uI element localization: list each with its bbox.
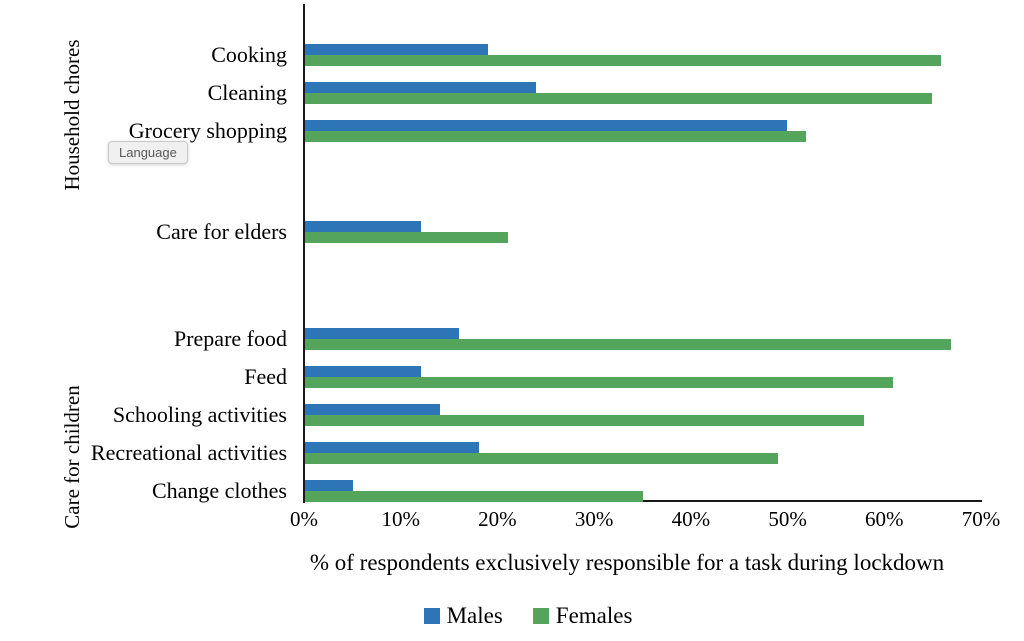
x-tick-label: 50% <box>768 507 807 531</box>
legend-entry-females: Females <box>532 603 633 629</box>
x-tick-label: 70% <box>961 507 1001 531</box>
x-tick-label: 30% <box>574 507 614 531</box>
group-label-household-chores: Household chores <box>60 39 84 191</box>
x-tick-label: 60% <box>865 507 904 531</box>
x-tick-label: 20% <box>478 507 517 531</box>
x-axis-title: % of respondents exclusively responsible… <box>309 550 945 575</box>
bar-males-feed <box>305 366 421 377</box>
y-axis-line <box>303 4 305 503</box>
legend-label-females: Females <box>555 603 633 628</box>
bar-males-cleaning <box>305 82 537 93</box>
x-axis-line <box>303 500 982 502</box>
category-label: Cooking <box>211 42 287 67</box>
bar-males-schooling-activities <box>305 404 440 415</box>
bar-females-schooling-activities <box>305 415 865 426</box>
bar-males-cooking <box>305 44 489 55</box>
bar-females-prepare-food <box>305 339 952 350</box>
category-label: Change clothes <box>151 478 287 503</box>
bar-females-change-clothes <box>305 491 643 502</box>
bar-males-prepare-food <box>305 328 460 339</box>
legend-entry-males: Males <box>423 603 503 629</box>
category-label: Prepare food <box>173 326 287 351</box>
bar-males-care-for-elders <box>305 221 421 232</box>
x-tick-label: 40% <box>671 507 711 531</box>
category-label: Feed <box>244 364 287 389</box>
x-tick-label: 0% <box>290 507 318 531</box>
language-tooltip: Language <box>108 141 188 164</box>
legend-label-males: Males <box>446 603 503 628</box>
x-tick-label: 10% <box>381 507 420 531</box>
bar-females-care-for-elders <box>305 232 508 243</box>
males-swatch-icon <box>423 608 440 624</box>
category-label: Grocery shopping <box>128 118 287 143</box>
bar-females-cooking <box>305 55 942 66</box>
bar-females-feed <box>305 377 894 388</box>
bar-males-recreational-activities <box>305 442 479 453</box>
category-label: Cleaning <box>207 80 287 105</box>
category-label: Schooling activities <box>112 402 287 427</box>
bar-males-grocery-shopping <box>305 120 788 131</box>
category-label: Recreational activities <box>90 440 287 465</box>
bar-males-change-clothes <box>305 480 354 491</box>
females-swatch-icon <box>532 608 549 624</box>
category-label: Care for elders <box>156 219 287 244</box>
legend: Males Females <box>0 603 1024 629</box>
bar-females-recreational-activities <box>305 453 778 464</box>
bar-females-cleaning <box>305 93 932 104</box>
bar-females-grocery-shopping <box>305 131 807 142</box>
